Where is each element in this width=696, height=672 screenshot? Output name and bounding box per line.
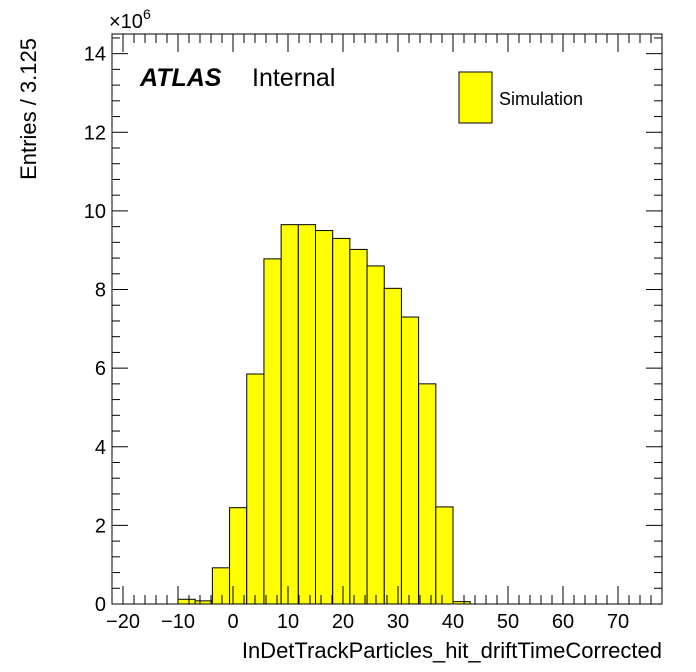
histogram-bar	[211, 567, 231, 605]
y-tick-label: 4	[95, 437, 106, 459]
x-tick-label: 10	[277, 611, 299, 633]
histogram-bar	[435, 506, 454, 605]
x-tick-label: −10	[161, 611, 195, 633]
y-tick-label: 10	[84, 201, 106, 223]
x-axis-ticks	[122, 34, 652, 604]
y-tick-label: 14	[84, 44, 106, 66]
x-tick-labels: −20 −10 0 10 20 30 40 50 60 70	[106, 611, 629, 633]
histogram-bar	[332, 237, 351, 605]
y-axis-ticks	[112, 37, 662, 605]
histogram-bar	[366, 265, 385, 605]
y-scale-multiplier: ×106	[109, 6, 151, 33]
y-scale-exponent: 6	[143, 6, 151, 22]
histogram-bar	[177, 598, 196, 605]
histogram-bar	[229, 507, 248, 605]
x-axis-title: InDetTrackParticles_hit_driftTimeCorrect…	[242, 638, 662, 663]
y-axis-title: Entries / 3.125	[16, 38, 41, 180]
histogram-bar	[263, 258, 282, 605]
y-tick-label: 0	[95, 594, 106, 616]
x-tick-label: 0	[227, 611, 238, 633]
y-tick-label: 6	[95, 358, 106, 380]
x-tick-label: 50	[497, 611, 519, 633]
x-tick-label: 70	[607, 611, 629, 633]
histogram-bar	[400, 316, 420, 605]
y-tick-label: 8	[95, 280, 106, 302]
x-tick-label: 30	[387, 611, 409, 633]
histogram-bar	[246, 373, 265, 605]
y-tick-labels: 0 2 4 6 8 10 12 14	[84, 44, 106, 616]
x-tick-label: 20	[332, 611, 354, 633]
atlas-label: ATLAS	[139, 64, 222, 92]
y-tick-label: 2	[95, 515, 106, 537]
internal-label: Internal	[252, 64, 335, 92]
histogram-bar	[297, 224, 316, 605]
x-tick-label: 40	[442, 611, 464, 633]
histogram-bar	[349, 248, 368, 605]
histogram-bar	[315, 230, 334, 605]
x-tick-label: 60	[552, 611, 574, 633]
legend-label-simulation: Simulation	[499, 89, 583, 109]
x-tick-label: −20	[106, 611, 140, 633]
histogram-bar	[383, 287, 402, 605]
histogram-bar	[280, 224, 299, 605]
histogram-bars	[177, 224, 471, 605]
legend-swatch-simulation	[458, 71, 493, 124]
y-scale-base: ×10	[109, 11, 143, 33]
histogram-bar	[418, 383, 437, 605]
y-tick-label: 12	[84, 122, 106, 144]
legend: Simulation	[458, 71, 583, 124]
